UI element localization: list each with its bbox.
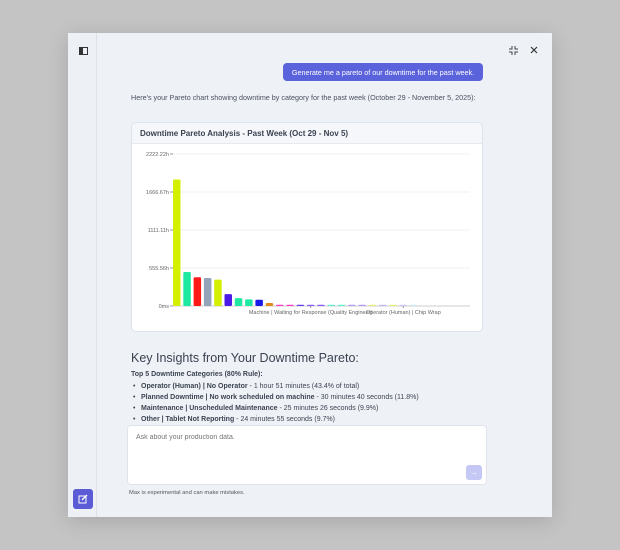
y-tick-label: 1111.11h xyxy=(148,228,169,234)
pareto-chart: 0ms 555.56h 1111.11h 1666.67h 2222.22h Machin… xyxy=(146,152,470,316)
insight-category: Other | Tablet Not Reporting xyxy=(141,416,235,423)
disclaimer: Max is experimental and can make mistake… xyxy=(129,490,245,496)
bar[interactable] xyxy=(255,299,263,306)
bar[interactable] xyxy=(214,279,222,306)
bar[interactable] xyxy=(379,304,387,306)
bar[interactable] xyxy=(173,179,181,306)
bar[interactable] xyxy=(389,304,397,306)
bar[interactable] xyxy=(265,303,274,306)
arrow-right-icon: → xyxy=(470,468,478,477)
edit-icon xyxy=(78,494,88,504)
assistant-intro: Here's your Pareto chart showing downtim… xyxy=(131,93,476,102)
insights-subheading: Top 5 Downtime Categories (80% Rule): xyxy=(131,371,263,378)
insight-detail: - 25 minutes 26 seconds (9.9%) xyxy=(277,405,379,412)
chart-card: Downtime Pareto Analysis - Past Week (Oc… xyxy=(131,122,483,332)
bar[interactable] xyxy=(348,304,356,306)
insight-category: Operator (Human) | No Operator xyxy=(141,383,248,390)
chat-input[interactable] xyxy=(136,434,466,441)
insight-detail: - 24 minutes 55 seconds (9.7%) xyxy=(234,416,335,423)
chart-title: Downtime Pareto Analysis - Past Week (Oc… xyxy=(132,123,482,144)
x-tick-label: Machine | Waiting for Response (Quality … xyxy=(249,310,373,316)
insight-item: Other | Tablet Not Reporting - 24 minute… xyxy=(131,416,491,423)
chat-input-box: → xyxy=(127,425,487,485)
y-tick-label: 0ms xyxy=(159,304,170,310)
x-tick-label: Operator (Human) | Chip Wrap xyxy=(366,310,441,316)
insight-category: Planned Downtime | No work scheduled on … xyxy=(141,394,315,401)
insight-item: Maintenance | Unscheduled Maintenance - … xyxy=(131,405,491,412)
bar[interactable] xyxy=(399,304,408,306)
y-tick-label: 2222.22h xyxy=(146,152,169,158)
bar[interactable] xyxy=(317,304,325,306)
bar[interactable] xyxy=(368,304,377,306)
bar[interactable] xyxy=(234,298,243,306)
y-tick-label: 555.56h xyxy=(149,266,169,272)
bar[interactable] xyxy=(327,304,336,306)
insight-item: Planned Downtime | No work scheduled on … xyxy=(131,394,491,401)
insights-heading: Key Insights from Your Downtime Pareto: xyxy=(131,351,359,365)
bar[interactable] xyxy=(296,304,305,306)
bar[interactable] xyxy=(409,304,418,306)
insights-section: Key Insights from Your Downtime Pareto: … xyxy=(131,351,491,425)
bar[interactable] xyxy=(193,277,202,306)
new-chat-button[interactable] xyxy=(73,489,93,509)
collapse-icon[interactable] xyxy=(507,44,519,56)
bar[interactable] xyxy=(276,304,284,306)
insight-detail: - 30 minutes 40 seconds (11.8%) xyxy=(314,394,419,401)
bar[interactable] xyxy=(203,277,212,306)
insight-item: Operator (Human) | No Operator - 1 hour … xyxy=(131,383,491,390)
insights-list: Operator (Human) | No Operator - 1 hour … xyxy=(131,383,491,423)
send-button[interactable]: → xyxy=(466,465,482,480)
sidebar xyxy=(68,33,97,517)
insight-category: Maintenance | Unscheduled Maintenance xyxy=(141,405,278,412)
chat-window: Generate me a pareto of our downtime for… xyxy=(68,33,552,517)
sidebar-toggle-icon[interactable] xyxy=(77,45,89,57)
bar[interactable] xyxy=(358,304,366,306)
bar[interactable] xyxy=(286,304,294,306)
bar[interactable] xyxy=(245,299,253,306)
close-icon[interactable] xyxy=(528,44,540,56)
bar[interactable] xyxy=(306,304,315,306)
y-tick-label: 1666.67h xyxy=(146,190,169,196)
bar[interactable] xyxy=(224,294,233,306)
user-message: Generate me a pareto of our downtime for… xyxy=(283,63,483,81)
bar[interactable] xyxy=(183,272,191,306)
insight-detail: - 1 hour 51 minutes (43.4% of total) xyxy=(247,383,360,390)
bar[interactable] xyxy=(337,304,346,306)
